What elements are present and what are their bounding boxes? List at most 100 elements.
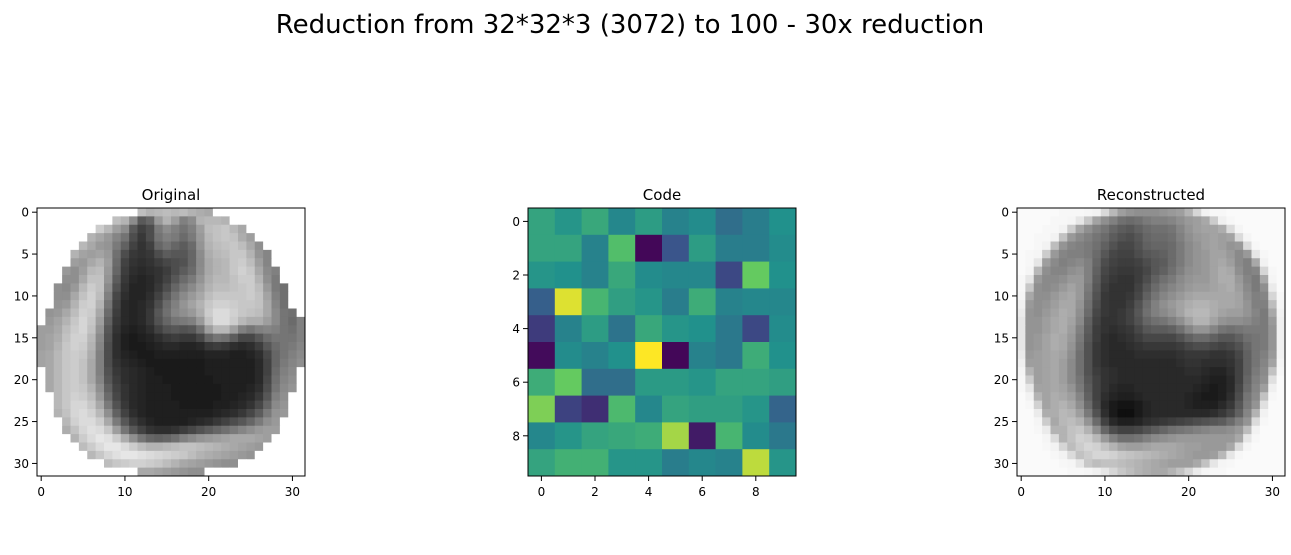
- reconstructed-pixel: [1151, 350, 1160, 360]
- reconstructed-pixel: [1226, 400, 1236, 410]
- original-pixel: [120, 224, 130, 234]
- reconstructed-pixel: [1201, 291, 1211, 301]
- original-pixel: [254, 367, 264, 376]
- original-pixel: [70, 266, 80, 276]
- original-pixel: [162, 450, 172, 460]
- original-pixel: [254, 283, 264, 293]
- original-pixel: [279, 249, 289, 259]
- reconstructed-pixel: [1201, 316, 1211, 326]
- reconstructed-pixel: [1251, 417, 1261, 427]
- reconstructed-pixel: [1117, 316, 1127, 326]
- original-pixel: [87, 258, 97, 268]
- original-pixel: [212, 333, 222, 343]
- reconstructed-pixel: [1259, 224, 1269, 234]
- reconstructed-pixel: [1017, 233, 1026, 242]
- reconstructed-pixel: [1251, 350, 1261, 360]
- original-pixel: [271, 241, 281, 251]
- original-pixel: [187, 291, 197, 301]
- reconstructed-pixel: [1100, 442, 1110, 452]
- reconstructed-pixel: [1100, 417, 1110, 427]
- original-pixel: [229, 375, 239, 385]
- reconstructed-pixel: [1109, 417, 1118, 427]
- original-pixel: [271, 300, 281, 309]
- reconstructed-pixel: [1025, 417, 1035, 427]
- reconstructed-pixel: [1176, 333, 1185, 343]
- code-pixel: [769, 208, 797, 236]
- reconstructed-pixel: [1025, 291, 1035, 301]
- reconstructed-pixel: [1184, 233, 1194, 242]
- reconstructed-pixel: [1167, 442, 1177, 452]
- reconstructed-pixel: [1259, 342, 1269, 351]
- reconstructed-pixel: [1075, 409, 1085, 418]
- reconstructed-pixel: [1276, 392, 1286, 402]
- reconstructed-pixel: [1167, 283, 1177, 293]
- reconstructed-pixel: [1025, 258, 1035, 268]
- reconstructed-pixel: [1142, 216, 1152, 226]
- reconstructed-pixel: [1025, 425, 1035, 435]
- original-pixel: [137, 409, 147, 418]
- reconstructed-pixel: [1067, 291, 1077, 301]
- original-pixel: [62, 300, 71, 309]
- original-pixel: [37, 459, 46, 469]
- reconstructed-x-tick-label: 20: [1181, 485, 1196, 499]
- original-pixel: [254, 266, 264, 276]
- original-pixel: [212, 300, 222, 309]
- reconstructed-pixel: [1142, 308, 1152, 318]
- original-pixel: [271, 275, 281, 284]
- reconstructed-pixel: [1201, 333, 1211, 343]
- original-pixel: [87, 233, 97, 242]
- original-pixel: [296, 249, 306, 259]
- reconstructed-pixel: [1092, 409, 1102, 418]
- original-pixel: [229, 283, 239, 293]
- reconstructed-pixel: [1050, 400, 1060, 410]
- reconstructed-pixel: [1151, 358, 1160, 368]
- original-pixel: [246, 266, 256, 276]
- original-pixel: [229, 459, 239, 469]
- original-pixel: [62, 224, 71, 234]
- reconstructed-pixel: [1167, 258, 1177, 268]
- original-pixel: [246, 241, 256, 251]
- original-pixel: [296, 241, 306, 251]
- original-pixel: [45, 450, 55, 460]
- reconstructed-pixel: [1192, 333, 1202, 343]
- original-pixel: [62, 367, 71, 376]
- reconstructed-pixel: [1234, 392, 1244, 402]
- original-pixel: [45, 258, 55, 268]
- reconstructed-pixel: [1142, 409, 1152, 418]
- reconstructed-pixel: [1184, 266, 1194, 276]
- reconstructed-pixel: [1017, 241, 1026, 251]
- original-pixel: [254, 258, 264, 268]
- reconstructed-pixel: [1025, 241, 1035, 251]
- original-pixel: [104, 459, 113, 469]
- original-pixel: [95, 358, 105, 368]
- original-pixel: [37, 342, 46, 351]
- reconstructed-pixel: [1050, 224, 1060, 234]
- reconstructed-pixel: [1167, 291, 1177, 301]
- reconstructed-pixel: [1109, 258, 1118, 268]
- original-pixel: [271, 350, 281, 360]
- reconstructed-pixel: [1209, 417, 1219, 427]
- original-pixel: [104, 333, 113, 343]
- original-pixel: [104, 342, 113, 351]
- original-pixel: [129, 233, 138, 242]
- original-pixel: [204, 442, 214, 452]
- reconstructed-pixel: [1042, 241, 1051, 251]
- original-pixel: [162, 442, 172, 452]
- reconstructed-y-tick-label: 15: [994, 331, 1009, 345]
- original-pixel: [104, 266, 113, 276]
- reconstructed-pixel: [1075, 208, 1085, 217]
- original-pixel: [87, 275, 97, 284]
- reconstructed-pixel: [1151, 291, 1160, 301]
- original-pixel: [196, 325, 205, 335]
- original-pixel: [204, 283, 214, 293]
- original-pixel: [246, 375, 256, 385]
- original-pixel: [229, 467, 239, 477]
- original-pixel: [154, 266, 164, 276]
- reconstructed-pixel: [1259, 367, 1269, 376]
- original-pixel: [187, 383, 197, 393]
- original-pixel: [62, 233, 71, 242]
- original-pixel: [112, 216, 122, 226]
- original-pixel: [95, 375, 105, 385]
- original-pixel: [221, 283, 231, 293]
- original-pixel: [137, 425, 147, 435]
